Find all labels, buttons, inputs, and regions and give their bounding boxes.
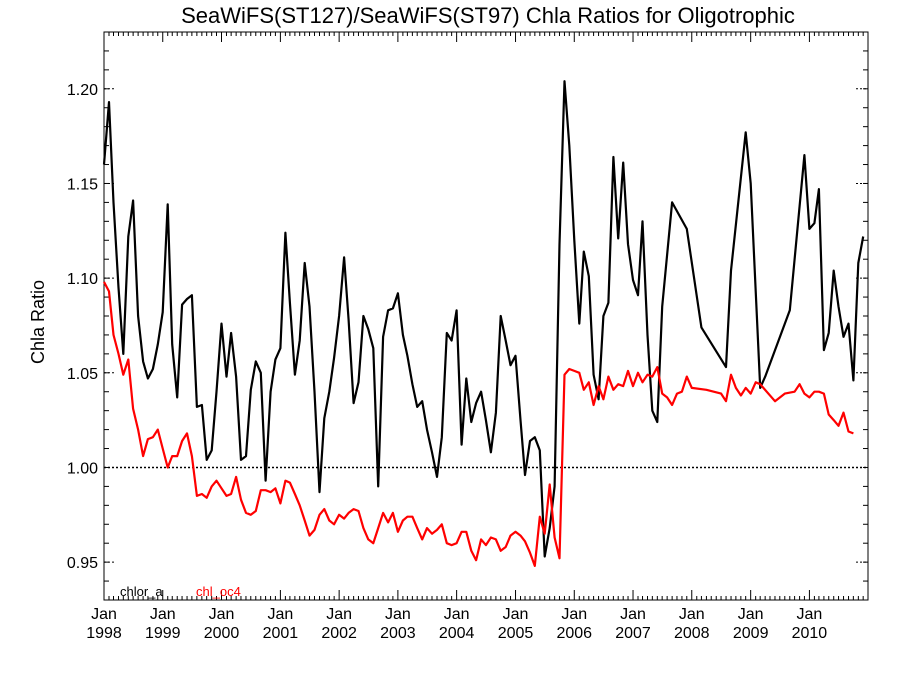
x-tick-label-month: Jan [326, 606, 352, 623]
x-tick-label-year: 2009 [733, 625, 769, 642]
x-tick-label-month: Jan [150, 606, 176, 623]
x-tick-label-month: Jan [444, 606, 470, 623]
y-tick-label: 1.20 [67, 82, 98, 99]
x-tick-label-year: 2002 [321, 625, 357, 642]
series-line-chlor_a [102, 80, 865, 558]
x-tick-label-month: Jan [91, 606, 117, 623]
x-tick-label-month: Jan [385, 606, 411, 623]
x-tick-label-year: 2000 [204, 625, 240, 642]
x-axis-ticks: Jan 1998 Jan 1999 Jan 2000 Jan 2001 Jan 2002 Jan 20… [86, 32, 864, 642]
series-lines [102, 80, 865, 568]
chart-title: SeaWiFS(ST127)/SeaWiFS(ST97) Chla Ratios… [181, 3, 795, 28]
legend: chlor_a chl_oc4 [120, 584, 241, 599]
x-tick-label-year: 2006 [556, 625, 592, 642]
y-gridlines [104, 88, 868, 563]
y-tick-label: 1.05 [67, 366, 98, 383]
y-tick-label: 1.10 [67, 271, 98, 288]
x-tick-label-year: 1998 [86, 625, 122, 642]
y-axis-title: Chla Ratio [28, 280, 48, 364]
y-tick-label: 1.15 [67, 176, 98, 193]
x-tick-label-month: Jan [267, 606, 293, 623]
x-tick-label-month: Jan [797, 606, 823, 623]
y-tick-label: 0.95 [67, 555, 98, 572]
legend-entry-chl_oc4: chl_oc4 [196, 584, 241, 599]
x-tick-label-year: 2010 [792, 625, 828, 642]
x-tick-label-year: 2003 [380, 625, 416, 642]
y-tick-label: 1.00 [67, 460, 98, 477]
x-tick-label-year: 2004 [439, 625, 475, 642]
x-tick-label-month: Jan [209, 606, 235, 623]
x-tick-label-year: 2008 [674, 625, 710, 642]
x-tick-label-year: 1999 [145, 625, 181, 642]
x-tick-label-month: Jan [561, 606, 587, 623]
series-line-chl_oc4 [103, 281, 854, 568]
x-tick-label-month: Jan [679, 606, 705, 623]
x-tick-label-year: 2005 [498, 625, 534, 642]
y-axis-ticks: 0.95 1.00 1.05 1.10 1.15 1.20 [67, 31, 868, 601]
legend-entry-chlor_a: chlor_a [120, 584, 163, 599]
x-tick-label-year: 2007 [615, 625, 651, 642]
x-tick-label-month: Jan [738, 606, 764, 623]
plot-frame [103, 31, 869, 601]
x-tick-label-year: 2001 [263, 625, 299, 642]
x-tick-label-month: Jan [503, 606, 529, 623]
x-tick-label-month: Jan [620, 606, 646, 623]
